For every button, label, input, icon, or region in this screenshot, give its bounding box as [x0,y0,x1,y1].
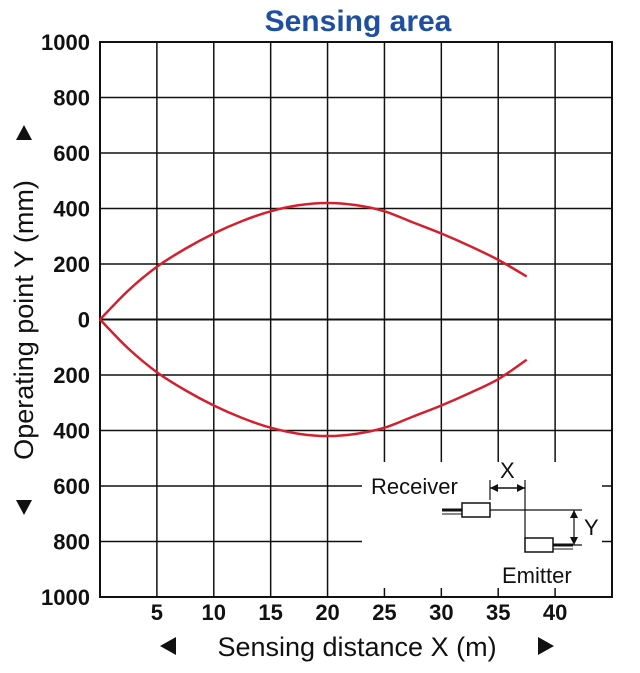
y-tick-label: 1000 [41,30,90,55]
y-dimension-arrow-down-icon [570,537,578,545]
sensing-curves [99,201,528,438]
y-axis-arrow-left-icon [16,500,32,515]
x-tick-label: 20 [315,600,339,625]
x-tick-label: 25 [372,600,396,625]
y-tick-label: 600 [53,474,90,499]
x-tick-label: 40 [543,600,567,625]
y-tick-label: 800 [53,86,90,111]
y-axis-arrow-right-icon [16,125,32,140]
diagram-background [362,462,602,588]
x-dimension-arrow-right-icon [517,484,525,492]
y-tick-label: 1000 [41,585,90,610]
x-axis-label-group: Sensing distance X (m) [160,632,554,662]
y-tick-labels: 1000 800 600 400 200 0 200 400 600 800 1000 [41,30,90,610]
x-tick-label: 5 [151,600,163,625]
diagram-x-label: X [500,458,515,483]
y-tick-label: 600 [53,141,90,166]
y-axis-label: Operating point Y (mm) [9,180,39,460]
x-dimension-arrow-left-icon [490,484,498,492]
x-axis-arrow-left-icon [160,637,176,655]
setup-diagram: Receiver X Y Emitter [362,458,602,588]
upper-sensing-curve [99,201,528,321]
y-dimension-arrow-up-icon [570,510,578,518]
y-axis-label-group: Operating point Y (mm) [9,125,39,515]
x-tick-label: 15 [258,600,282,625]
x-axis-arrow-right-icon [538,637,554,655]
lower-sensing-curve [99,318,528,438]
x-tick-label: 35 [486,600,510,625]
y-tick-label: 400 [53,197,90,222]
y-tick-label: 800 [53,530,90,555]
y-tick-label: 200 [53,252,90,277]
x-tick-labels: 5 10 15 20 25 30 35 40 [151,600,568,625]
y-tick-label: 200 [53,363,90,388]
x-tick-label: 30 [429,600,453,625]
diagram-y-label: Y [584,515,599,540]
x-tick-label: 10 [202,600,226,625]
x-axis-label: Sensing distance X (m) [217,632,496,662]
emitter-label: Emitter [502,563,572,588]
y-tick-label: 400 [53,419,90,444]
receiver-label: Receiver [371,474,458,499]
chart-title: Sensing area [265,5,452,38]
y-tick-label: 0 [78,308,90,333]
